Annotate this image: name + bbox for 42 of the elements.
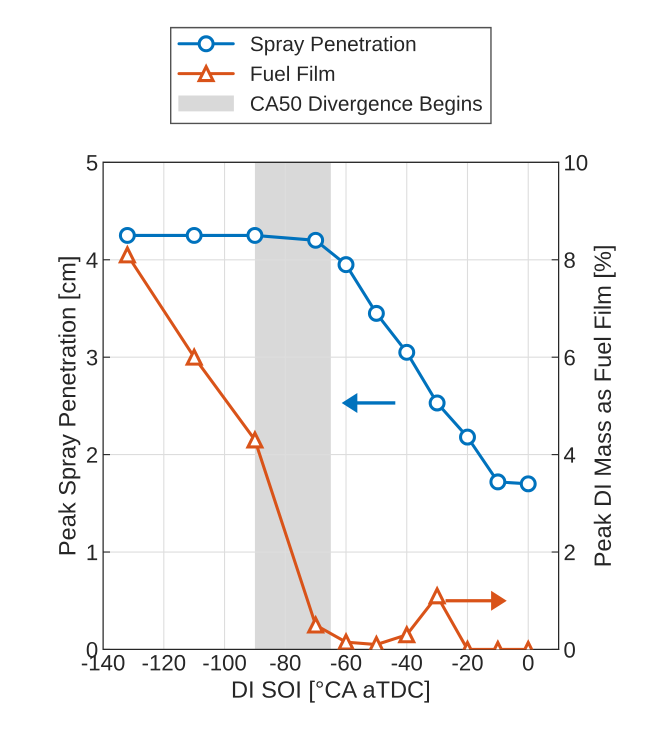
x-tick-label: 0 bbox=[522, 654, 534, 671]
point bbox=[307, 616, 324, 634]
x-tick-label: -100 bbox=[203, 654, 246, 671]
point bbox=[338, 634, 354, 650]
y-tick-label: 4 bbox=[86, 252, 98, 268]
point bbox=[428, 394, 446, 412]
point bbox=[398, 626, 416, 644]
x-tick-label: -40 bbox=[392, 654, 422, 671]
x-tick-label: -80 bbox=[270, 654, 300, 671]
point bbox=[459, 428, 476, 446]
x-tick-label: -60 bbox=[330, 654, 362, 671]
y2-axis-title: Peak DI Mass as Fuel Film [%] bbox=[594, 246, 616, 566]
legend-label: CA50 Divergence Begins bbox=[250, 96, 482, 116]
y2-tick-label: 10 bbox=[565, 154, 588, 171]
point bbox=[246, 432, 264, 448]
point bbox=[118, 246, 136, 264]
y2-tick-label: 8 bbox=[564, 252, 575, 268]
y2-tick-label: 0 bbox=[564, 642, 575, 658]
y-tick-label: 1 bbox=[88, 544, 98, 560]
y-axis-title: Peak Spray Penetration [cm] bbox=[58, 257, 80, 554]
point bbox=[489, 473, 506, 490]
point bbox=[186, 348, 203, 366]
y2-tick-label: 6 bbox=[564, 350, 575, 366]
x-tick-label: -120 bbox=[142, 654, 186, 671]
point bbox=[246, 226, 264, 244]
y-tick-label: 3 bbox=[86, 350, 98, 366]
point bbox=[307, 232, 324, 249]
point bbox=[428, 587, 446, 604]
y-tick-label: 2 bbox=[86, 447, 98, 463]
x-tick-label: -20 bbox=[452, 654, 483, 671]
x-axis-title: DI SOI [°CA aTDC] bbox=[232, 680, 429, 703]
legend-label: Spray Penetration bbox=[250, 36, 416, 56]
point bbox=[338, 256, 354, 274]
y2-tick-label: 2 bbox=[564, 544, 575, 560]
point bbox=[368, 304, 385, 322]
point bbox=[118, 226, 136, 244]
point bbox=[186, 226, 203, 244]
y2-tick-label: 4 bbox=[564, 447, 576, 463]
point bbox=[398, 344, 416, 361]
y-tick-label: 5 bbox=[86, 155, 98, 171]
legend-label: Fuel Film bbox=[252, 66, 334, 82]
point bbox=[520, 475, 537, 492]
